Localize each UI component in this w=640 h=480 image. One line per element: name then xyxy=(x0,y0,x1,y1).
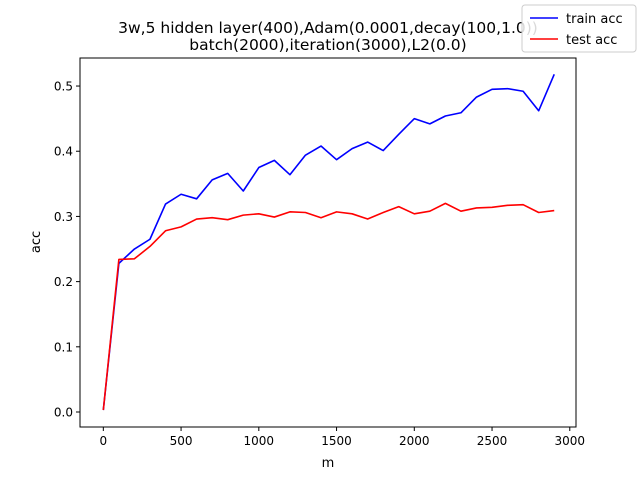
legend-label-train-acc: train acc xyxy=(566,12,623,27)
chart-title-line-1: 3w,5 hidden layer(400),Adam(0.0001,decay… xyxy=(118,19,538,37)
y-axis-label: acc xyxy=(29,231,44,253)
x-tick-label: 2500 xyxy=(477,434,508,448)
series-line-test-acc xyxy=(102,202,555,411)
x-tick-label: 1000 xyxy=(244,434,275,448)
y-axis: 0.0 0.1 0.2 0.3 0.4 0.5 xyxy=(54,80,80,420)
x-tick-label: 1500 xyxy=(321,434,352,448)
chart-title-line-2: batch(2000),iteration(3000),L2(0.0) xyxy=(189,36,466,54)
legend-label-test-acc: test acc xyxy=(566,33,617,48)
x-axis-label: m xyxy=(322,456,335,471)
series-line-train-acc xyxy=(102,73,555,411)
x-tick-label: 2000 xyxy=(399,434,430,448)
y-tick-label: 0.5 xyxy=(54,80,73,94)
plot-area: 0 500 1000 1500 2000 2500 3000 0.0 0.1 0.2 0.3 0.4… xyxy=(54,57,586,448)
x-axis: 0 500 1000 1500 2000 2500 3000 xyxy=(100,427,586,448)
y-tick-label: 0.0 xyxy=(54,406,73,420)
x-tick-label: 3000 xyxy=(555,434,586,448)
y-tick-label: 0.3 xyxy=(54,210,73,224)
plot-frame xyxy=(79,57,577,428)
x-tick-label: 500 xyxy=(170,434,193,448)
x-tick-label: 0 xyxy=(100,434,108,448)
y-tick-label: 0.1 xyxy=(54,340,73,354)
legend-frame xyxy=(521,4,637,53)
y-tick-label: 0.4 xyxy=(54,145,73,159)
y-tick-label: 0.2 xyxy=(54,275,73,289)
series-layer xyxy=(102,73,555,411)
legend: train acc test acc xyxy=(521,4,637,53)
